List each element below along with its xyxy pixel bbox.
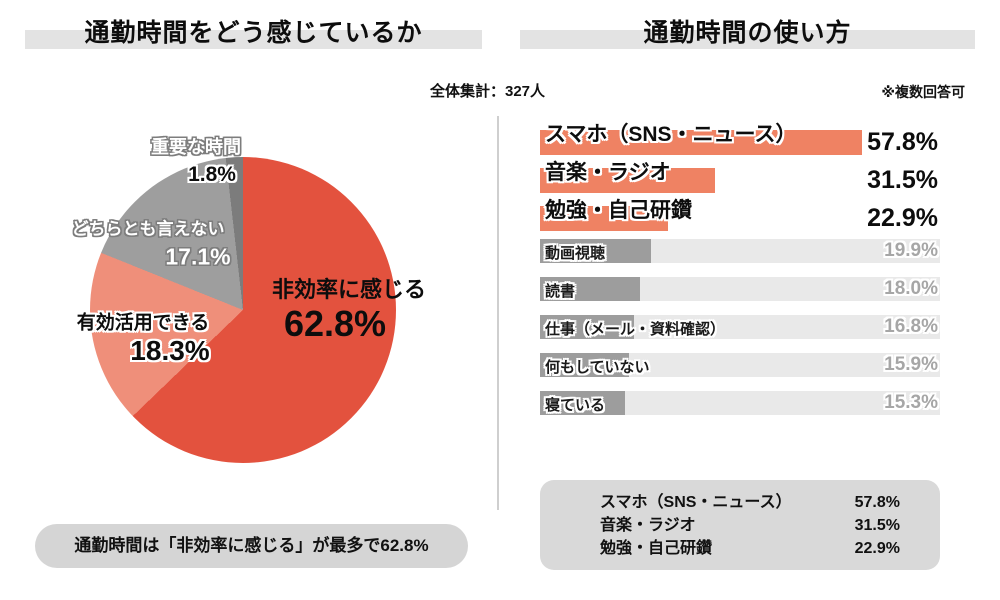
pie-slice-label-important-time: 重要な時間 xyxy=(151,137,241,157)
vertical-divider xyxy=(497,116,499,510)
bar-value-label: 18.0% xyxy=(884,278,938,299)
bar-row-1: 音楽・ラジオ 31.5% xyxy=(540,156,940,194)
bar-category-label: スマホ（SNS・ニュース） xyxy=(545,123,797,146)
summary-row-2: 勉強・自己研鑽 22.9% xyxy=(600,537,900,560)
bar-chart-commute-usage: スマホ（SNS・ニュース） 57.8% 音楽・ラジオ 31.5% 勉強・自己研鑽 22.9… xyxy=(540,118,940,422)
bar-track xyxy=(540,206,940,231)
pie-slice-value-effective-use: 18.3% xyxy=(130,335,210,366)
title-highlight-band-right xyxy=(520,30,975,49)
summary-row-0: スマホ（SNS・ニュース） 57.8% xyxy=(600,491,900,514)
bar-row-4: 読書 18.0% xyxy=(540,270,940,308)
pie-slice-value-important-time: 1.8% xyxy=(188,163,236,186)
multiple-answers-note: ※複数回答可 xyxy=(881,84,965,100)
right-panel-title: 通勤時間の使い方 xyxy=(643,19,852,47)
bar-fill xyxy=(540,315,634,339)
bar-row-6: 何もしていない 15.9% xyxy=(540,346,940,384)
bar-track xyxy=(540,130,940,155)
pie-slice-value-neutral: 17.1% xyxy=(165,243,231,270)
left-panel-title: 通勤時間をどう感じているか xyxy=(84,19,423,47)
summary-row-1: 音楽・ラジオ 31.5% xyxy=(600,514,900,537)
bar-fill xyxy=(540,391,626,415)
pie-slice-label-inefficient: 非効率に感じる xyxy=(271,277,427,302)
bar-track xyxy=(540,391,940,415)
summary-value: 31.5% xyxy=(854,517,900,534)
bar-value-label: 22.9% xyxy=(867,204,938,232)
pie-chart-commute-feeling xyxy=(90,157,396,463)
bar-fill xyxy=(540,239,651,263)
pie-conclusion-callout: 通勤時間は「非効率に感じる」が最多で62.8% xyxy=(35,524,468,568)
bar-track xyxy=(540,239,940,263)
bar-category-label: 仕事（メール・資料確認） xyxy=(545,321,726,338)
bar-row-7: 寝ている 15.3% xyxy=(540,384,940,422)
bar-fill xyxy=(540,130,862,155)
bar-fill xyxy=(540,277,641,301)
bar-row-5: 仕事（メール・資料確認） 16.8% xyxy=(540,308,940,346)
bar-value-label: 57.8% xyxy=(867,128,938,156)
bar-track xyxy=(540,353,940,377)
bar-value-label: 15.9% xyxy=(884,354,938,375)
bar-category-label: 寝ている xyxy=(545,397,606,414)
pie-slice-label-neutral: どちらとも言えない xyxy=(71,219,225,239)
bar-category-label: 何もしていない xyxy=(545,359,650,376)
bar-track xyxy=(540,168,940,193)
bar-row-2: 勉強・自己研鑽 22.9% xyxy=(540,194,940,232)
summary-label: 勉強・自己研鑽 xyxy=(600,540,713,557)
bar-value-label: 16.8% xyxy=(884,316,938,337)
summary-list: スマホ（SNS・ニュース） 57.8% 音楽・ラジオ 31.5% 勉強・自己研鑽 22.9… xyxy=(600,491,900,560)
summary-label: 音楽・ラジオ xyxy=(600,517,696,534)
pie-slice-label-effective-use: 有効活用できる xyxy=(76,312,210,334)
bar-row-0: スマホ（SNS・ニュース） 57.8% xyxy=(540,118,940,156)
bar-row-3: 動画視聴 19.9% xyxy=(540,232,940,270)
bar-value-label: 15.3% xyxy=(884,392,938,413)
pie-slice-value-inefficient: 62.8% xyxy=(283,303,387,344)
bar-fill xyxy=(540,353,629,377)
top-answers-summary-box: スマホ（SNS・ニュース） 57.8% 音楽・ラジオ 31.5% 勉強・自己研鑽 22.9… xyxy=(540,480,940,570)
title-highlight-band-left xyxy=(25,30,482,49)
bar-fill xyxy=(540,168,716,193)
bar-category-label: 動画視聴 xyxy=(545,245,606,262)
total-sample-note: 全体集計：327人 xyxy=(430,83,546,100)
bar-fill xyxy=(540,206,668,231)
summary-label: スマホ（SNS・ニュース） xyxy=(600,494,792,511)
bar-track xyxy=(540,315,940,339)
summary-value: 22.9% xyxy=(854,540,900,557)
bar-category-label: 読書 xyxy=(545,283,576,300)
summary-value: 57.8% xyxy=(854,494,900,511)
bar-value-label: 31.5% xyxy=(867,166,938,194)
bar-value-label: 19.9% xyxy=(884,240,938,261)
bar-category-label: 音楽・ラジオ xyxy=(545,161,671,184)
bar-category-label: 勉強・自己研鑽 xyxy=(545,199,692,222)
bar-track xyxy=(540,277,940,301)
